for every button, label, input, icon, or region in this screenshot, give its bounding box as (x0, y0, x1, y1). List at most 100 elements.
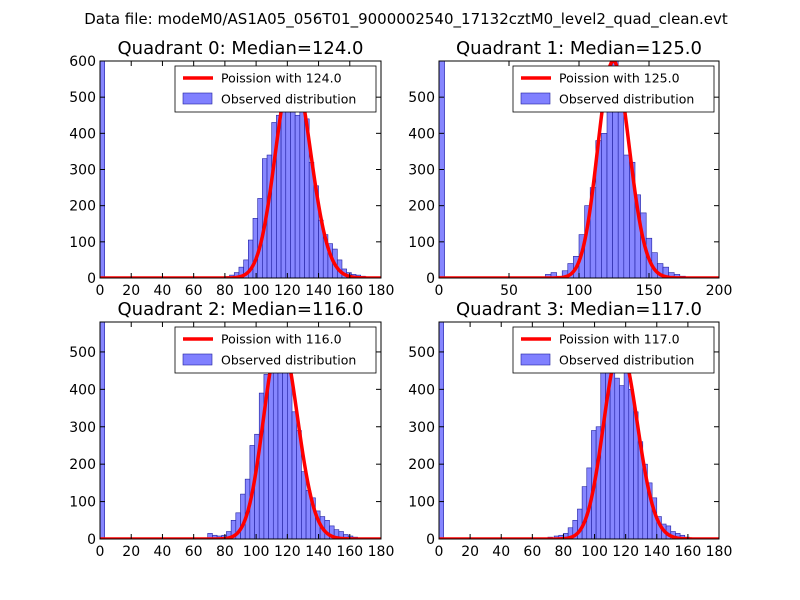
figure-suptitle: Data file: modeM0/AS1A05_056T01_90000025… (84, 10, 728, 29)
y-tick-label: 0 (426, 271, 435, 287)
histogram-bar (600, 362, 606, 539)
legend: Poission with 124.0 Observed distribution (174, 65, 377, 113)
x-tick-label: 0 (96, 544, 105, 560)
x-tick-label: 80 (216, 544, 234, 560)
legend-observed-label: Observed distribution (221, 353, 356, 368)
histogram-bar (619, 385, 625, 539)
histogram-bar (301, 471, 307, 539)
x-tick-label: 140 (305, 283, 332, 299)
x-tick-label: 100 (243, 283, 270, 299)
y-tick-label: 100 (408, 235, 435, 251)
x-tick-label: 200 (706, 283, 733, 299)
x-tick-label: 160 (675, 544, 702, 560)
legend-observed-label: Observed distribution (559, 353, 694, 368)
x-tick-label: 140 (305, 544, 332, 560)
histogram-bar (550, 272, 557, 278)
legend: Poission with 117.0 Observed distribution (512, 326, 715, 374)
y-tick-label: 500 (408, 90, 435, 106)
y-tick-label: 400 (408, 382, 435, 398)
y-tick-label: 100 (408, 495, 435, 511)
legend-box (512, 326, 715, 374)
y-tick-label: 500 (69, 345, 96, 361)
x-tick-label: 120 (612, 544, 639, 560)
legend-poisson-label: Poission with 116.0 (221, 332, 342, 347)
legend-observed-swatch (520, 92, 551, 105)
y-tick-label: 400 (69, 382, 96, 398)
y-tick-label: 300 (69, 163, 96, 179)
y-tick-label: 300 (408, 420, 435, 436)
legend-box (174, 326, 377, 374)
quadrant-2-panel: 0 20 40 60 80 100 120 140 160 1800100200300400500… (69, 299, 394, 560)
subplot-title: Quadrant 1: Median=125.0 (456, 38, 702, 59)
x-tick-label: 120 (274, 544, 301, 560)
legend-poisson-label: Poission with 125.0 (559, 71, 680, 86)
y-tick-label: 200 (69, 457, 96, 473)
x-tick-label: 60 (523, 544, 541, 560)
x-tick-label: 40 (492, 544, 510, 560)
y-tick-label: 500 (408, 345, 435, 361)
legend-observed-label: Observed distribution (559, 92, 694, 107)
subplot-title: Quadrant 3: Median=117.0 (456, 299, 702, 320)
x-tick-label: 0 (435, 283, 444, 299)
x-tick-label: 140 (643, 544, 670, 560)
axes-frame (438, 321, 720, 540)
quadrant-1-panel: 0 50 100 150 200 0 100 200 300 400 500 Quadrant 1: … (408, 38, 732, 299)
x-tick-label: 180 (368, 283, 395, 299)
x-tick-label: 50 (500, 283, 518, 299)
x-tick-label: 100 (581, 544, 608, 560)
y-tick-label: 200 (408, 199, 435, 215)
y-tick-label: 100 (69, 235, 96, 251)
y-tick-label: 500 (69, 90, 96, 106)
x-tick-label: 160 (336, 283, 363, 299)
y-tick-label: 0 (87, 532, 96, 548)
x-tick-label: 20 (461, 544, 479, 560)
y-tick-label: 100 (69, 495, 96, 511)
subplot-title: Quadrant 0: Median=124.0 (118, 38, 364, 59)
legend-poisson-label: Poission with 117.0 (559, 332, 680, 347)
x-tick-label: 80 (555, 544, 573, 560)
legend-poisson-label: Poission with 124.0 (221, 71, 342, 86)
y-tick-label: 600 (69, 54, 96, 70)
y-tick-label: 300 (69, 420, 96, 436)
x-tick-label: 0 (435, 544, 444, 560)
legend-observed-label: Observed distribution (221, 92, 356, 107)
quadrant-3-panel: 0 20 40 60 80 100 120 140 160 1800100200300400500… (408, 299, 732, 560)
x-tick-label: 60 (185, 283, 203, 299)
histogram-bar (628, 389, 634, 539)
x-tick-label: 180 (368, 544, 395, 560)
y-tick-label: 0 (426, 532, 435, 548)
histogram-bar (601, 133, 608, 278)
histogram-bar (268, 362, 274, 539)
plot-area (439, 322, 719, 539)
histogram-bar (100, 322, 105, 539)
x-tick-label: 100 (243, 544, 270, 560)
histogram-bar (614, 377, 620, 539)
x-tick-label: 180 (706, 544, 733, 560)
y-tick-label: 200 (408, 457, 435, 473)
y-tick-label: 200 (69, 199, 96, 215)
histogram-bar (282, 347, 288, 539)
x-tick-label: 120 (274, 283, 301, 299)
histogram-bar (294, 114, 301, 278)
poisson-curve (100, 66, 381, 278)
x-tick-label: 160 (336, 544, 363, 560)
legend-observed-swatch (520, 353, 551, 366)
subplot-title: Quadrant 2: Median=116.0 (118, 299, 364, 320)
legend-box (174, 65, 377, 113)
histogram-bar (439, 322, 444, 539)
legend-observed-swatch (182, 92, 213, 105)
y-tick-label: 0 (87, 271, 96, 287)
legend: Poission with 125.0 Observed distribution (512, 65, 715, 113)
legend-box (512, 65, 715, 113)
poisson-curve (100, 335, 381, 539)
legend: Poission with 116.0 Observed distribution (174, 326, 377, 374)
x-tick-label: 0 (96, 283, 105, 299)
x-tick-label: 20 (122, 283, 140, 299)
legend-observed-swatch (182, 353, 213, 366)
y-tick-label: 300 (408, 163, 435, 179)
x-tick-label: 100 (566, 283, 593, 299)
poisson-curve (439, 346, 719, 539)
x-tick-label: 40 (154, 283, 172, 299)
histogram-bar (272, 359, 279, 539)
